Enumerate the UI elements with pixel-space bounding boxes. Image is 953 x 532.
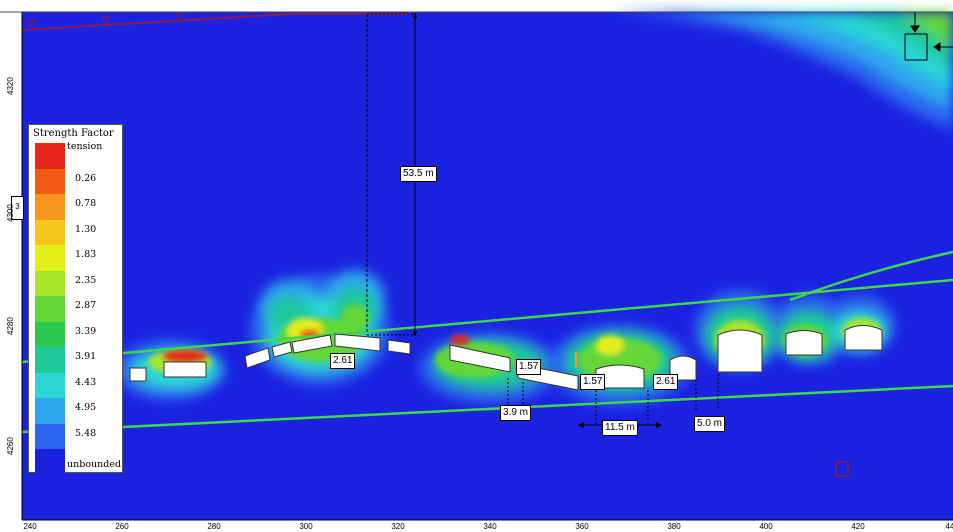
tension-zones bbox=[163, 330, 470, 362]
strength-value-label: 2.61 bbox=[653, 374, 679, 390]
legend-entry: 0.78 bbox=[35, 194, 121, 220]
dimension-width-label: 3.9 m bbox=[500, 405, 532, 421]
legend-swatch bbox=[35, 194, 65, 220]
legend-swatch bbox=[35, 270, 65, 297]
water-table-markers bbox=[27, 13, 185, 29]
x-tick-label: 420 bbox=[851, 522, 865, 531]
upper-boundary-line bbox=[21, 278, 953, 364]
dimension-height-label: 53.5 m bbox=[400, 166, 437, 182]
legend-label: 1.83 bbox=[75, 249, 97, 260]
strength-value-label: 1.57 bbox=[580, 374, 606, 390]
legend-entry: 3.91 bbox=[35, 347, 121, 373]
legend-label: 2.35 bbox=[75, 274, 97, 286]
x-tick-label: 44 bbox=[945, 522, 953, 531]
x-tick-label: 400 bbox=[759, 522, 773, 531]
legend-swatch bbox=[35, 143, 65, 169]
inclined-boundary-line bbox=[789, 250, 953, 302]
strength-value-label: 1.57 bbox=[516, 359, 542, 375]
excavations bbox=[129, 325, 883, 391]
surface-gradient-region bbox=[610, 12, 953, 130]
legend-swatch bbox=[35, 423, 65, 450]
legend-swatch bbox=[35, 321, 65, 348]
legend-swatch bbox=[35, 168, 65, 195]
legend-entry: 1.30 bbox=[35, 219, 121, 246]
legend-entry: 2.87 bbox=[35, 296, 121, 322]
legend-label: 3.91 bbox=[75, 351, 97, 362]
legend-swatch bbox=[35, 296, 65, 322]
y-tick-label: 4260 bbox=[6, 437, 15, 455]
x-tick-label: 360 bbox=[575, 522, 589, 531]
legend-title: Strength Factor bbox=[33, 128, 114, 139]
legend-swatch bbox=[35, 449, 65, 475]
legend-entry: tension bbox=[35, 141, 121, 169]
legend-swatch bbox=[35, 245, 65, 271]
x-tick-label: 320 bbox=[391, 522, 405, 531]
legend-entry: 3.39 bbox=[35, 321, 121, 348]
ground-surface-line bbox=[21, 13, 410, 31]
lower-boundary-line bbox=[21, 384, 953, 434]
legend-label: 2.87 bbox=[75, 300, 97, 311]
x-tick-label: 300 bbox=[299, 522, 313, 531]
y-tick-label: 4280 bbox=[6, 317, 15, 335]
legend-entry: 4.95 bbox=[35, 398, 121, 424]
x-tick-label: 340 bbox=[483, 522, 497, 531]
legend-label: 0.78 bbox=[75, 198, 97, 209]
y-tick-label: 4320 bbox=[6, 77, 15, 95]
x-tick-label: 380 bbox=[667, 522, 681, 531]
x-tick-label: 280 bbox=[207, 522, 221, 531]
dimension-width-label: 5.0 m bbox=[694, 416, 726, 432]
legend-swatch bbox=[35, 219, 65, 246]
dimension-width-label: 11.5 m bbox=[602, 420, 638, 436]
query-point-marker bbox=[835, 461, 849, 477]
x-tick-label: 240 bbox=[23, 522, 37, 531]
legend-entry: unbounded bbox=[35, 449, 121, 475]
y-tick-label: 4300 bbox=[6, 204, 15, 222]
dimension-arrows bbox=[413, 12, 662, 428]
legend-swatch bbox=[35, 372, 65, 399]
strength-factor-legend: Strength Factor tension 0.26 0.78 1.30 1.83 2… bbox=[28, 124, 123, 475]
legend-swatch bbox=[35, 398, 65, 424]
legend-label: 3.39 bbox=[75, 325, 97, 337]
support-symbol-icon bbox=[904, 12, 953, 61]
legend-entry: 1.83 bbox=[35, 245, 121, 271]
legend-swatch bbox=[35, 347, 65, 373]
side-marker-label: 3 bbox=[11, 196, 24, 220]
legend-entry: 0.26 bbox=[35, 168, 121, 195]
legend-label: 4.43 bbox=[75, 376, 97, 388]
legend-entry: 4.43 bbox=[35, 372, 121, 399]
legend-label: 4.95 bbox=[75, 402, 97, 413]
x-tick-label: 260 bbox=[115, 522, 129, 531]
legend-label: tension bbox=[67, 141, 103, 152]
legend-label: 0.26 bbox=[75, 172, 97, 184]
strength-value-label: 2.61 bbox=[330, 353, 356, 369]
legend-label: unbounded bbox=[67, 459, 122, 470]
model-background bbox=[22, 12, 953, 520]
legend-entry: 2.35 bbox=[35, 270, 121, 297]
legend-entry: 5.48 bbox=[35, 423, 121, 450]
legend-label: 5.48 bbox=[75, 427, 97, 439]
legend-label: 1.30 bbox=[75, 223, 97, 235]
